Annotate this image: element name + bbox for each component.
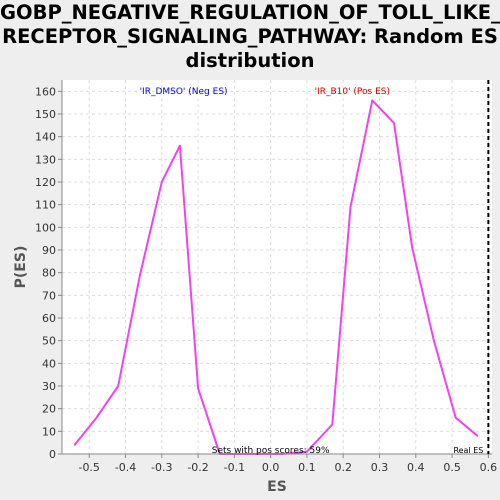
grid-lines bbox=[62, 80, 492, 455]
annotation-label: Sets with pos scores: 59% bbox=[212, 446, 330, 456]
chart-title-line-3: distribution bbox=[185, 49, 315, 72]
y-tick-label: 0 bbox=[49, 448, 56, 461]
chart-title-line-1: GOBP_NEGATIVE_REGULATION_OF_TOLL_LIKE_ bbox=[0, 1, 500, 24]
y-tick-label: 50 bbox=[42, 335, 56, 348]
data-point bbox=[179, 144, 181, 147]
data-point bbox=[117, 385, 120, 387]
chart-title: GOBP_NEGATIVE_REGULATION_OF_TOLL_LIKE_ R… bbox=[0, 1, 500, 73]
y-tick-label: 10 bbox=[42, 425, 56, 438]
y-tick-label: 40 bbox=[42, 357, 56, 370]
y-tick-label: 100 bbox=[35, 221, 56, 234]
x-tick-label: 0.4 bbox=[407, 461, 425, 474]
x-tick-label: -0.4 bbox=[115, 461, 136, 474]
data-point bbox=[349, 206, 352, 208]
y-tick-label: 160 bbox=[35, 85, 56, 98]
y-axis-label: P(ES) bbox=[13, 246, 29, 289]
axes bbox=[61, 80, 492, 455]
x-tick-label: 0.2 bbox=[334, 461, 352, 474]
x-tick-label: -0.1 bbox=[224, 461, 245, 474]
x-tick-label: 0.3 bbox=[371, 461, 389, 474]
x-tick-label: -0.5 bbox=[78, 461, 99, 474]
y-tick-label: 110 bbox=[35, 199, 56, 212]
x-axis-label: ES bbox=[267, 479, 287, 495]
x-tick-label: -0.2 bbox=[187, 461, 208, 474]
annotations: 'IR_DMSO' (Neg ES) 'IR_B10' (Pos ES) Sets … bbox=[140, 80, 490, 456]
chart-title-line-2: RECEPTOR_SIGNALING_PATHWAY: Random ES bbox=[2, 25, 498, 48]
y-tick-label: 30 bbox=[42, 380, 56, 393]
y-tick-label: 120 bbox=[35, 176, 56, 189]
data-point bbox=[160, 181, 163, 183]
y-tick-label: 150 bbox=[35, 108, 56, 121]
y-tick-label: 60 bbox=[42, 312, 56, 325]
data-point bbox=[73, 444, 76, 446]
data-point bbox=[476, 434, 479, 437]
y-tick-label: 140 bbox=[35, 131, 56, 144]
data-point bbox=[433, 339, 435, 342]
annotation-label: 'IR_B10' (Pos ES) bbox=[315, 87, 390, 97]
data-point bbox=[139, 274, 141, 276]
data-point bbox=[454, 416, 457, 419]
data-point bbox=[331, 423, 334, 426]
data-point bbox=[371, 99, 374, 102]
data-point bbox=[393, 122, 395, 124]
x-tick-label: 0.5 bbox=[443, 461, 461, 474]
y-tick-label: 130 bbox=[35, 153, 56, 166]
data-point bbox=[411, 246, 414, 249]
plot-area bbox=[62, 80, 492, 454]
x-tick-label: 0.1 bbox=[298, 461, 316, 474]
tick-labels: 0 10 20 30 40 50 60 70 80 90 100 110 120 130 140 150 160… bbox=[35, 85, 497, 474]
y-tick-label: 20 bbox=[42, 403, 56, 416]
annotation-label: 'IR_DMSO' (Neg ES) bbox=[140, 87, 228, 97]
data-point bbox=[95, 416, 98, 419]
y-tick-label: 80 bbox=[42, 267, 56, 280]
y-tick-label: 90 bbox=[42, 244, 56, 257]
data-point bbox=[197, 387, 199, 390]
x-tick-label: -0.3 bbox=[151, 461, 172, 474]
x-tick-label: 0.0 bbox=[262, 461, 280, 474]
y-tick-label: 70 bbox=[42, 289, 56, 302]
x-tick-label: 0.6 bbox=[480, 461, 498, 474]
data-point bbox=[306, 450, 308, 453]
annotation-label: Real ES bbox=[453, 446, 483, 455]
